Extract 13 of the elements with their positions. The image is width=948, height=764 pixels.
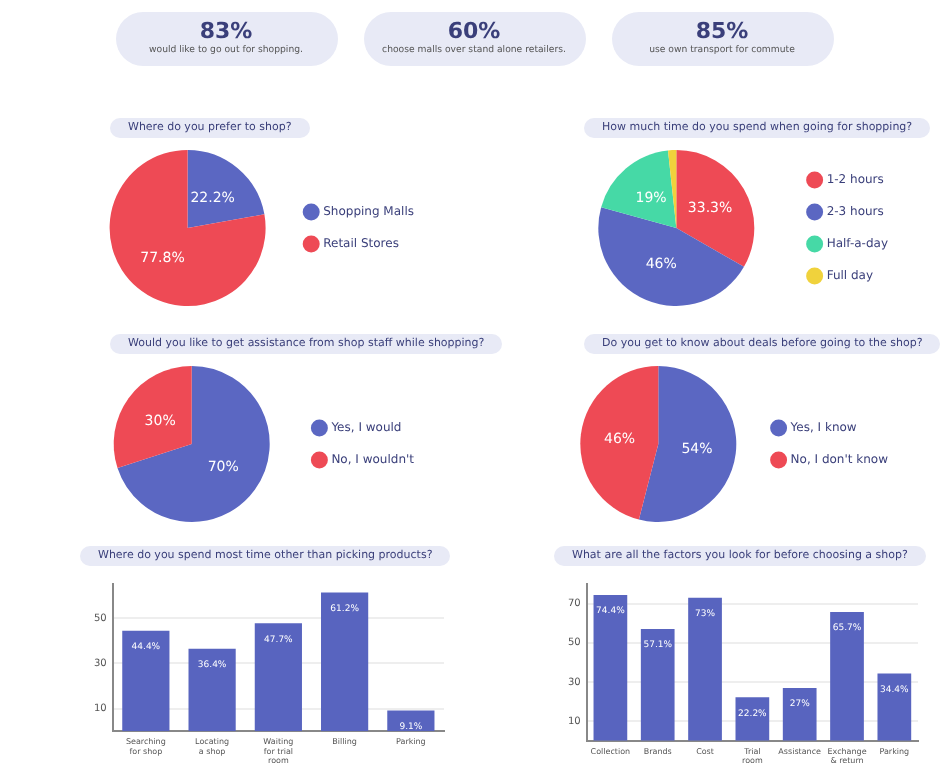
bar <box>122 630 170 732</box>
bar <box>188 648 236 732</box>
bar <box>830 612 864 741</box>
data-label: 60% <box>445 16 503 44</box>
bar <box>593 594 628 741</box>
bar <box>254 623 302 732</box>
bar <box>688 597 722 741</box>
data-label: 85% <box>693 16 751 44</box>
bar <box>782 687 817 741</box>
bar <box>640 628 675 741</box>
data-label: 83% <box>197 16 255 44</box>
bar <box>877 673 912 741</box>
bar <box>321 592 369 732</box>
